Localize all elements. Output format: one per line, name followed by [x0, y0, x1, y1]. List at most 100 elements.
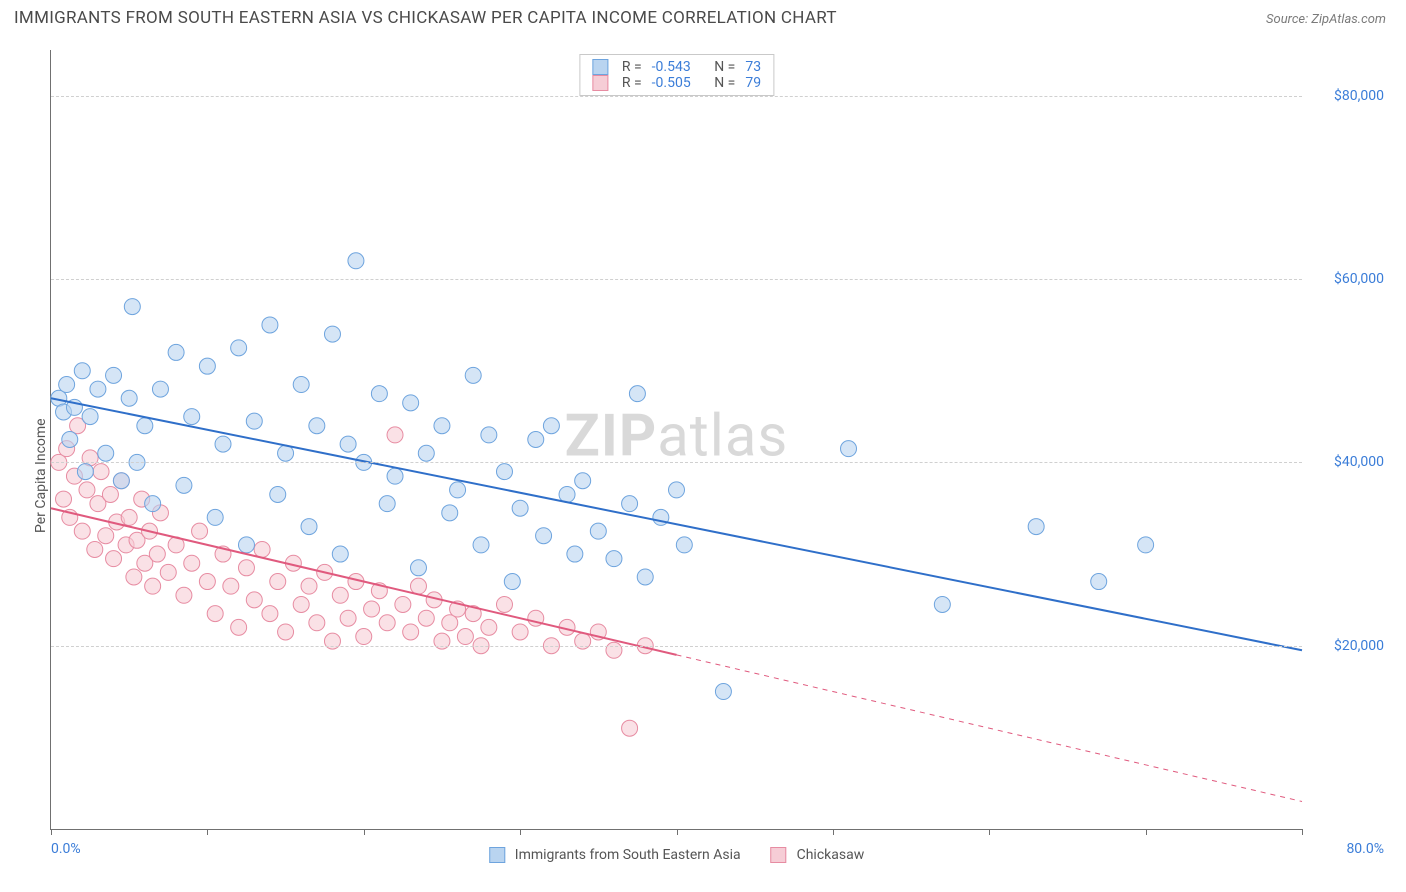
scatter-point: [74, 363, 90, 379]
plot-area: ZIPatlas R = -0.543 N = 73 R = -0.505 N …: [50, 50, 1302, 830]
scatter-point: [238, 560, 254, 576]
scatter-point: [238, 537, 254, 553]
scatter-point: [90, 381, 106, 397]
scatter-point: [176, 477, 192, 493]
scatter-point: [379, 615, 395, 631]
scatter-point: [93, 464, 109, 480]
scatter-point: [56, 491, 72, 507]
scatter-point: [606, 551, 622, 567]
scatter-point: [528, 432, 544, 448]
scatter-point: [59, 377, 75, 393]
scatter-point: [387, 427, 403, 443]
scatter-point: [293, 596, 309, 612]
scatter-point: [207, 509, 223, 525]
y-tick-label: $80,000: [1334, 88, 1384, 104]
scatter-point: [340, 436, 356, 452]
gridline: [51, 96, 1302, 97]
legend-item-series-0: Immigrants from South Eastern Asia: [489, 847, 741, 863]
scatter-point: [676, 537, 692, 553]
legend-item-series-1: Chickasaw: [771, 847, 865, 863]
scatter-point: [575, 473, 591, 489]
scatter-point: [379, 496, 395, 512]
scatter-point: [340, 610, 356, 626]
x-tick: [364, 829, 365, 835]
chart-container: ZIPatlas R = -0.543 N = 73 R = -0.505 N …: [14, 40, 1392, 880]
gridline: [51, 646, 1302, 647]
scatter-point: [410, 578, 426, 594]
scatter-point: [715, 684, 731, 700]
scatter-point: [168, 344, 184, 360]
scatter-point: [410, 560, 426, 576]
scatter-point: [124, 299, 140, 315]
scatter-point: [418, 445, 434, 461]
scatter-point: [293, 377, 309, 393]
trend-line-extrapolated: [677, 655, 1303, 802]
scatter-point: [231, 619, 247, 635]
scatter-point: [403, 395, 419, 411]
y-tick-label: $40,000: [1334, 454, 1384, 470]
scatter-svg: [51, 50, 1302, 829]
scatter-point: [262, 317, 278, 333]
scatter-point: [622, 720, 638, 736]
scatter-point: [403, 624, 419, 640]
scatter-point: [77, 464, 93, 480]
scatter-point: [184, 555, 200, 571]
scatter-point: [207, 606, 223, 622]
scatter-point: [149, 546, 165, 562]
x-tick: [1146, 829, 1147, 835]
scatter-point: [145, 578, 161, 594]
scatter-point: [278, 624, 294, 640]
legend-label: Chickasaw: [797, 847, 865, 863]
scatter-point: [332, 587, 348, 603]
gridline: [51, 279, 1302, 280]
scatter-point: [387, 468, 403, 484]
gridline: [51, 462, 1302, 463]
scatter-point: [496, 596, 512, 612]
swatch-icon: [771, 847, 787, 863]
scatter-point: [669, 482, 685, 498]
scatter-point: [622, 496, 638, 512]
scatter-point: [395, 596, 411, 612]
scatter-point: [62, 432, 78, 448]
scatter-point: [231, 340, 247, 356]
chart-header: IMMIGRANTS FROM SOUTH EASTERN ASIA VS CH…: [0, 0, 1406, 32]
scatter-point: [74, 523, 90, 539]
y-axis-label: Per Capita Income: [33, 418, 49, 533]
scatter-point: [457, 629, 473, 645]
scatter-point: [113, 473, 129, 489]
scatter-point: [309, 615, 325, 631]
x-tick: [677, 829, 678, 835]
scatter-point: [637, 569, 653, 585]
scatter-point: [309, 418, 325, 434]
scatter-point: [1091, 574, 1107, 590]
scatter-point: [629, 386, 645, 402]
scatter-point: [270, 486, 286, 502]
scatter-point: [82, 409, 98, 425]
scatter-point: [481, 619, 497, 635]
scatter-point: [246, 413, 262, 429]
scatter-point: [270, 574, 286, 590]
scatter-point: [106, 367, 122, 383]
scatter-point: [1138, 537, 1154, 553]
scatter-point: [536, 528, 552, 544]
legend-label: Immigrants from South Eastern Asia: [515, 847, 741, 863]
scatter-point: [324, 326, 340, 342]
scatter-point: [590, 523, 606, 539]
scatter-point: [176, 587, 192, 603]
scatter-point: [121, 509, 137, 525]
scatter-point: [145, 496, 161, 512]
scatter-point: [121, 390, 137, 406]
scatter-point: [442, 505, 458, 521]
scatter-point: [199, 358, 215, 374]
scatter-point: [543, 418, 559, 434]
scatter-point: [301, 519, 317, 535]
scatter-point: [98, 528, 114, 544]
scatter-point: [87, 541, 103, 557]
scatter-point: [512, 624, 528, 640]
scatter-point: [496, 464, 512, 480]
scatter-point: [106, 551, 122, 567]
scatter-point: [102, 486, 118, 502]
chart-title: IMMIGRANTS FROM SOUTH EASTERN ASIA VS CH…: [14, 8, 837, 28]
scatter-point: [137, 418, 153, 434]
scatter-point: [152, 381, 168, 397]
